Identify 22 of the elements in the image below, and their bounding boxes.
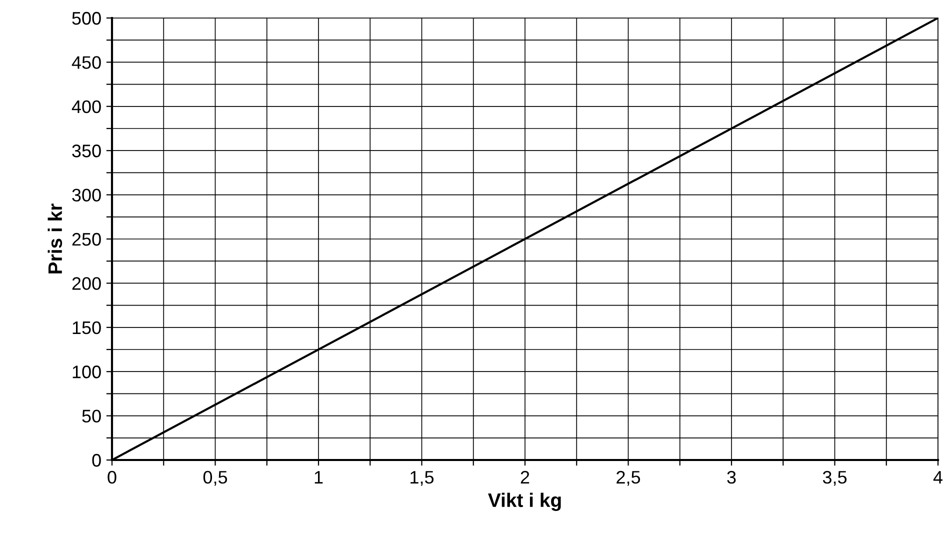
y-tick-label: 200 xyxy=(72,277,101,290)
x-axis-title: Vikt i kg xyxy=(488,492,561,512)
x-tick-label: 4 xyxy=(933,471,942,484)
y-tick-label: 50 xyxy=(82,410,101,423)
y-tick-label: 300 xyxy=(72,188,101,202)
x-tick-label: 0,5 xyxy=(203,470,228,486)
x-tick-label: 3,5 xyxy=(822,470,847,486)
x-tick-label: 1,5 xyxy=(410,471,434,486)
x-tick-label: 1 xyxy=(314,471,323,484)
y-tick-label: 100 xyxy=(72,366,101,378)
x-tick-label: 2,5 xyxy=(616,470,640,486)
x-tick-label: 0 xyxy=(108,470,116,484)
y-tick-label: 250 xyxy=(72,232,101,246)
y-tick-label: 0 xyxy=(92,454,101,467)
y-tick-label: 400 xyxy=(72,100,101,114)
x-tick-label: 2 xyxy=(520,470,530,484)
y-tick-label: 450 xyxy=(72,56,101,69)
x-tick-label: 3 xyxy=(727,470,736,484)
y-axis-title: Pris i kr xyxy=(48,204,62,274)
y-tick-label: 350 xyxy=(72,144,101,158)
y-tick-label: 150 xyxy=(72,321,101,334)
y-tick-label: 500 xyxy=(72,12,101,25)
